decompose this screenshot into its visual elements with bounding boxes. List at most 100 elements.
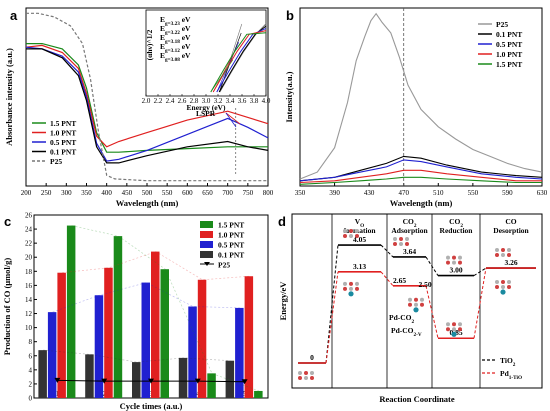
panel-d-atom xyxy=(405,241,409,246)
panel-d-energy-label: 3.26 xyxy=(504,258,517,267)
panel-d-atom xyxy=(343,281,347,286)
panel-d-atom xyxy=(507,280,511,285)
panel-c-legend-label: 1.5 PNT xyxy=(218,221,244,230)
panel-a-inset-y-axis-label: (αhν)^1/2 xyxy=(145,29,154,60)
panel-c-legend-swatch xyxy=(200,231,213,238)
panel-d-pd-atom xyxy=(500,289,506,295)
panel-a-inset-bandgap-label: Eg=3.08 eV xyxy=(160,51,191,63)
panel-d-atom xyxy=(349,286,353,291)
panel-c-legend-label: 0.1 PNT xyxy=(218,251,244,260)
panel-a-inset-x-tick-label: 3.0 xyxy=(202,97,211,105)
panel-d-structure-icon xyxy=(495,248,511,258)
panel-d-atom xyxy=(452,260,456,265)
panel-d-atom xyxy=(495,280,499,285)
panel-d-atom xyxy=(414,302,418,307)
panel-a-series-1-5-pnt xyxy=(26,43,268,153)
panel-a-inset-x-tick-label: 3.2 xyxy=(214,97,223,105)
panel-d-atom xyxy=(343,286,347,291)
panel-d-structure-icon xyxy=(343,281,359,297)
panel-d-frame xyxy=(291,213,543,389)
panel-d-structure-icon xyxy=(393,236,409,246)
panel-c-legend-label: P25 xyxy=(218,261,230,270)
panel-d-energy-label: 2.65 xyxy=(393,276,406,285)
panel-d-atom xyxy=(452,255,456,260)
panel-a-legend-label: 0.5 PNT xyxy=(50,138,76,147)
panel-b-x-tick-label: 590 xyxy=(502,189,513,197)
panel-c-bar-1-0-pnt xyxy=(197,279,207,398)
panel-d-atom xyxy=(355,234,359,239)
panel-a-series-1-0-pnt xyxy=(25,44,269,148)
panel-b-series-1-0-pnt xyxy=(299,169,542,184)
panel-a-x-axis-label: Wavelength (nm) xyxy=(116,198,179,208)
panel-c-bar-0-5-pnt xyxy=(235,307,244,398)
panel-a-series-0-1-pnt xyxy=(26,48,269,164)
panel-d-stage-label: CO2 xyxy=(449,217,463,229)
panel-d-atom xyxy=(405,236,409,241)
panel-d-legend-label: Pd1-TiO xyxy=(500,369,522,381)
panel-d-energy-label: 4.05 xyxy=(353,235,366,244)
panel-a-x-tick-label: 650 xyxy=(202,189,213,197)
panel-d-stage-label: Desorption xyxy=(493,226,529,235)
panel-b-x-tick-label: 470 xyxy=(398,189,409,197)
panel-b-frame xyxy=(299,7,543,187)
panel-c-y-tick-label: 20 xyxy=(25,254,33,262)
panel-a-inset-tangent xyxy=(210,59,234,93)
panel-a-x-tick-label: 800 xyxy=(263,189,274,197)
panel-d-atom xyxy=(349,281,353,286)
panel-a-x-tick-label: 450 xyxy=(122,189,133,197)
panel-a-inset-frame xyxy=(145,9,267,97)
panel-c-bar-1-0-pnt xyxy=(244,276,254,398)
panel-a-inset-curve xyxy=(210,32,267,93)
panel-b-legend-label: 0.5 PNT xyxy=(496,40,522,49)
panel-d-atom xyxy=(355,281,359,286)
panel-d-atom xyxy=(343,234,347,239)
panel-a-label: a xyxy=(10,8,18,23)
panel-c-bar-1-5-pnt xyxy=(160,269,169,398)
panel-d-atom xyxy=(458,260,462,265)
panel-c-bar-0-5-pnt xyxy=(141,282,150,398)
panel-d-structure-icon xyxy=(446,322,462,337)
panel-c-legend-label: 1.0 PNT xyxy=(218,231,244,240)
panel-d-atom xyxy=(408,297,412,302)
panel-c-bar-1-5-pnt xyxy=(254,390,263,398)
panel-c-bar-1-5-pnt xyxy=(207,373,216,398)
panel-d-atom xyxy=(446,322,450,327)
panel-a-lspr-arrow xyxy=(225,112,237,128)
panel-d-atom xyxy=(495,248,499,253)
panel-d-label: d xyxy=(278,214,286,229)
panel-d-atom xyxy=(408,302,412,307)
panel-c-x-axis-label: Cycle times (a.u.) xyxy=(120,401,183,411)
panel-d-energy-label: 0 xyxy=(310,353,314,362)
panel-d-atom xyxy=(458,255,462,260)
panel-d-atom xyxy=(343,229,347,234)
panel-b-x-tick-label: 550 xyxy=(468,189,479,197)
panel-d-structure-icon xyxy=(495,280,511,295)
panel-c-y-axis-label: Production of CO (μmol/g) xyxy=(2,258,12,356)
panel-a-legend-label: P25 xyxy=(50,157,62,166)
panel-c-y-tick-label: 16 xyxy=(25,282,33,290)
panel-d-atom xyxy=(420,302,424,307)
panel-c-y-tick-label: 0 xyxy=(29,395,33,403)
panel-d-atom xyxy=(446,255,450,260)
panel-d-connector-tio2 xyxy=(425,256,439,276)
panel-c-legend-swatch xyxy=(200,221,213,228)
panel-b-legend-label: 1.0 PNT xyxy=(496,50,522,59)
panel-c-legend-swatch xyxy=(200,241,213,248)
panel-d-stage-label: Adsorption xyxy=(391,226,428,235)
panel-c-legend-swatch xyxy=(204,262,210,266)
panel-c-label: c xyxy=(4,214,11,229)
panel-d-atom xyxy=(452,327,456,332)
panel-d-structure-icon xyxy=(343,229,359,239)
panel-d-atom xyxy=(452,322,456,327)
panel-c-y-tick-label: 14 xyxy=(25,296,33,304)
panel-d-pd-atom xyxy=(413,307,419,313)
panel-d-energy-label: 3.13 xyxy=(353,262,366,271)
panel-b-legend-label: 1.5 PNT xyxy=(496,60,522,69)
panel-d-atom xyxy=(349,234,353,239)
panel-d-energy-label: 3.64 xyxy=(403,247,416,256)
panel-a-x-tick-label: 600 xyxy=(182,189,193,197)
panel-c-bar-1-0-pnt xyxy=(151,251,160,398)
panel-a-series-0-5-pnt xyxy=(25,46,269,162)
panel-c-y-tick-label: 18 xyxy=(25,268,33,276)
panel-c-y-tick-label: 22 xyxy=(25,240,33,248)
